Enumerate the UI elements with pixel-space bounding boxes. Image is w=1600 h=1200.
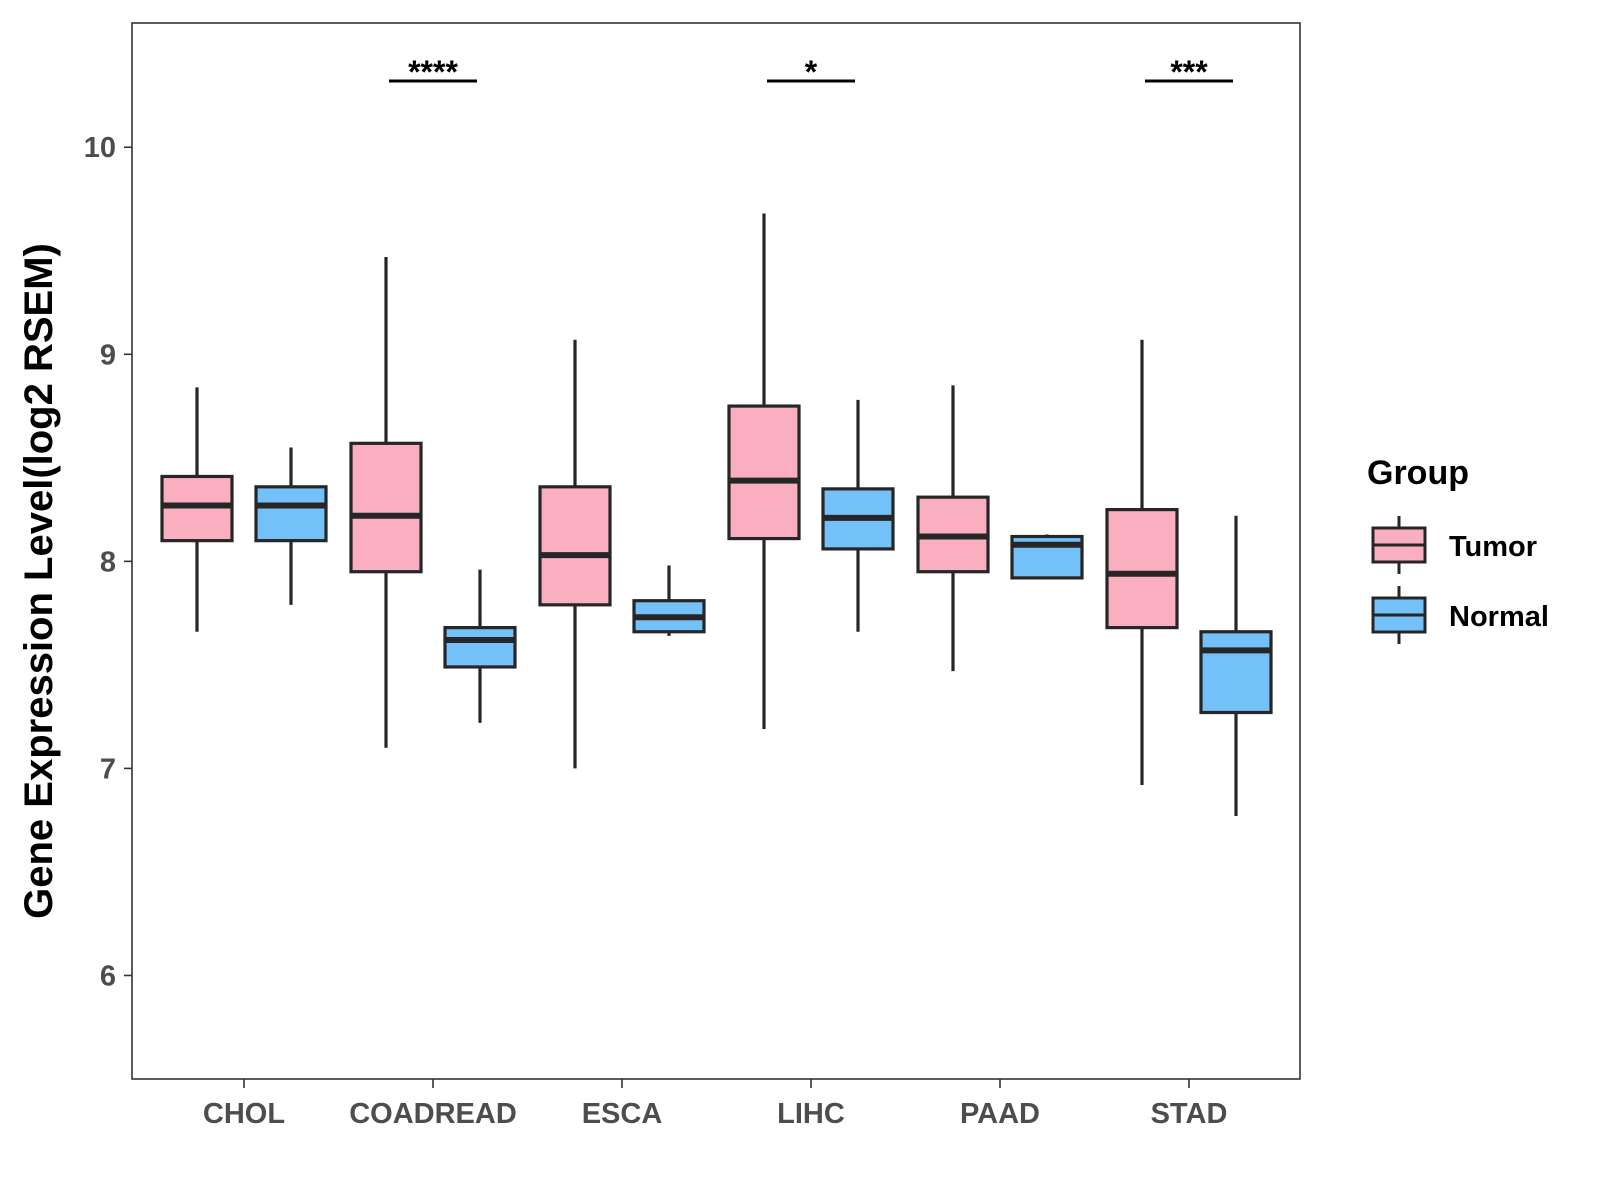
significance-stad: *** xyxy=(1145,54,1233,90)
significance-lihc: * xyxy=(767,54,855,90)
box-body xyxy=(1199,630,1273,715)
x-tick-label: STAD xyxy=(1151,1098,1228,1130)
box-normal-lihc xyxy=(821,399,895,632)
y-tick-label: 9 xyxy=(100,339,116,371)
boxes-layer xyxy=(160,213,1273,817)
legend-title: Group xyxy=(1367,454,1469,492)
plot-panel-border xyxy=(131,22,1301,1080)
significance-label: * xyxy=(805,54,818,90)
box-body xyxy=(254,485,328,543)
box-body xyxy=(538,485,612,607)
box-normal-coadread xyxy=(443,569,517,723)
significance-layer: **** * *** xyxy=(389,54,1233,90)
box-body xyxy=(349,441,423,574)
box-tumor-lihc xyxy=(727,213,801,730)
x-tick-label: ESCA xyxy=(582,1098,663,1130)
box-normal-esca xyxy=(632,565,706,636)
x-tick-label: PAAD xyxy=(960,1098,1040,1130)
x-axis: CHOL COADREAD ESCA LIHC PAAD STAD xyxy=(203,1079,1227,1130)
box-body xyxy=(443,626,517,669)
box-body xyxy=(160,474,234,543)
box-normal-paad xyxy=(1010,534,1084,580)
box-body xyxy=(727,404,801,541)
y-tick-label: 6 xyxy=(100,960,116,992)
box-tumor-paad xyxy=(916,385,990,672)
y-tick-label: 10 xyxy=(84,132,116,164)
x-tick-label: CHOL xyxy=(203,1098,285,1130)
legend-item-normal: Normal xyxy=(1371,586,1549,644)
x-tick-label: LIHC xyxy=(777,1098,845,1130)
box-tumor-coadread xyxy=(349,256,423,748)
box-normal-chol xyxy=(254,447,328,605)
box-tumor-stad xyxy=(1105,339,1179,785)
legend: Group Tumor Normal xyxy=(1367,454,1549,644)
y-axis: 6 7 8 9 10 xyxy=(84,132,132,992)
box-body xyxy=(1105,507,1179,630)
y-tick-label: 8 xyxy=(100,546,116,578)
box-tumor-esca xyxy=(538,339,612,769)
y-axis-title: Gene Expression Level(log2 RSEM) xyxy=(17,243,61,919)
significance-label: **** xyxy=(408,54,458,90)
legend-label: Normal xyxy=(1449,601,1549,633)
box-tumor-chol xyxy=(160,387,234,632)
box-normal-stad xyxy=(1199,515,1273,817)
x-tick-label: COADREAD xyxy=(349,1098,517,1130)
significance-label: *** xyxy=(1170,54,1208,90)
y-tick-label: 7 xyxy=(100,753,116,785)
legend-label: Tumor xyxy=(1449,531,1537,563)
legend-item-tumor: Tumor xyxy=(1371,516,1537,574)
significance-coadread: **** xyxy=(389,54,477,90)
